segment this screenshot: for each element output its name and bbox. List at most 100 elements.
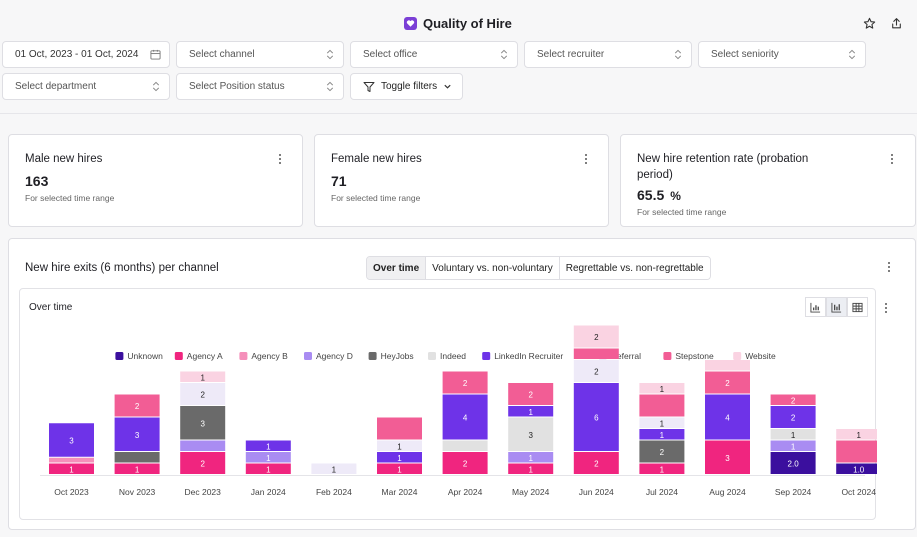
x-tick-label: Aug 2024 — [709, 487, 746, 497]
bar-segment — [508, 406, 554, 417]
bar-segment — [114, 417, 160, 451]
legend-swatch — [304, 352, 312, 360]
chevron-up-down-icon — [326, 81, 334, 92]
legend-swatch — [174, 352, 183, 360]
tab-regrettable[interactable]: Regrettable vs. non-regrettable — [559, 257, 710, 279]
channel-select[interactable]: Select channel — [176, 41, 344, 68]
data-label: 1 — [791, 431, 796, 440]
star-icon[interactable] — [860, 14, 878, 32]
office-select-placeholder: Select office — [363, 49, 418, 60]
chevron-up-down-icon — [674, 49, 682, 60]
page-header: Quality of Hire — [0, 0, 917, 44]
bar-segment — [245, 452, 291, 463]
x-tick-label: Jan 2024 — [251, 487, 286, 497]
data-label: 1 — [660, 431, 665, 440]
x-tick-label: May 2024 — [512, 487, 550, 497]
data-label: 2 — [791, 396, 796, 405]
panel-menu-icon[interactable] — [884, 260, 894, 274]
card-menu-icon[interactable] — [581, 152, 591, 166]
male-new-hires-card: Male new hires 163 For selected time ran… — [8, 134, 303, 227]
bar-segment — [245, 440, 291, 451]
card-menu-icon[interactable] — [887, 152, 897, 166]
legend-label: Website — [745, 351, 776, 361]
chart-card: Over time Unknown Agency A Agency B Agency … — [19, 288, 887, 520]
data-label: 1 — [397, 465, 402, 474]
data-label: 2 — [463, 460, 468, 469]
date-range-picker[interactable]: 01 Oct, 2023 - 01 Oct, 2024 — [2, 41, 170, 68]
bar-segment — [114, 394, 160, 417]
bar-segment — [573, 360, 619, 382]
data-label: 1 — [528, 465, 533, 474]
toggle-filters-label: Toggle filters — [381, 81, 438, 92]
bar-segment — [508, 417, 554, 451]
stacked-bar-icon[interactable] — [826, 297, 847, 317]
bar-segment — [180, 452, 226, 474]
legend-swatch — [482, 352, 491, 360]
bar-segment — [442, 394, 488, 440]
data-label: 1 — [266, 442, 271, 451]
bar-segment — [573, 325, 619, 348]
chart-menu-icon[interactable] — [881, 301, 891, 315]
card-menu-icon[interactable] — [275, 152, 285, 166]
data-label: 2 — [594, 333, 599, 342]
data-label: 2 — [594, 368, 599, 377]
position-status-select[interactable]: Select Position status — [176, 73, 344, 100]
table-view-icon[interactable] — [847, 297, 868, 317]
department-select[interactable]: Select department — [2, 73, 170, 100]
x-tick-label: Nov 2023 — [119, 487, 156, 497]
legend-swatch — [239, 352, 248, 360]
card-title: Male new hires — [25, 153, 103, 165]
recruiter-select[interactable]: Select recruiter — [524, 41, 692, 68]
bar-segment — [377, 417, 422, 440]
bar-segment — [180, 371, 226, 382]
data-label: 1 — [266, 454, 271, 463]
seniority-select[interactable]: Select seniority — [698, 41, 866, 68]
x-tick-label: Mar 2024 — [382, 487, 418, 497]
data-label: 1 — [791, 442, 796, 451]
bar-segment — [770, 394, 816, 405]
data-label: 3 — [69, 437, 74, 446]
bar-segment — [180, 383, 226, 405]
data-label: 2 — [660, 448, 665, 457]
data-label: 1 — [69, 465, 74, 474]
toggle-filters-button[interactable]: Toggle filters — [350, 73, 463, 100]
data-label: 1 — [528, 454, 533, 463]
data-label: 2 — [594, 460, 599, 469]
data-label: 1 — [200, 373, 205, 382]
data-label: 2 — [200, 391, 205, 400]
office-select[interactable]: Select office — [350, 41, 518, 68]
bar-segment — [639, 394, 685, 417]
data-label: 6 — [594, 414, 599, 423]
legend-label: Referral — [611, 351, 641, 361]
legend-swatch — [428, 352, 436, 360]
card-subtitle: For selected time range — [331, 193, 421, 203]
card-value-unit: % — [670, 189, 681, 203]
bar-segment — [770, 440, 816, 451]
bar-segment — [377, 452, 422, 463]
page-title: Quality of Hire — [423, 16, 512, 31]
bar-segment — [836, 429, 877, 440]
legend-label: LinkedIn Recruiter — [494, 351, 563, 361]
bar-segment — [705, 394, 750, 440]
tab-voluntary[interactable]: Voluntary vs. non-voluntary — [426, 257, 560, 279]
bar-segment — [639, 417, 685, 428]
chevron-up-down-icon — [500, 49, 508, 60]
data-label: 1 — [528, 408, 533, 417]
card-subtitle: For selected time range — [25, 193, 115, 203]
share-icon[interactable] — [887, 14, 905, 32]
bar-segment — [836, 463, 877, 474]
data-label: 2 — [725, 379, 730, 388]
bar-segment — [639, 429, 685, 440]
chevron-down-icon — [444, 84, 451, 89]
bar-segment — [705, 371, 750, 394]
stacked-bar-chart: Unknown Agency A Agency B Agency D HeyJobs In… — [40, 325, 877, 497]
bar-segment — [442, 440, 488, 451]
card-value: 65.5% — [637, 187, 681, 203]
card-value: 163 — [25, 173, 48, 189]
tab-over-time[interactable]: Over time — [367, 257, 427, 279]
data-label: 1 — [660, 465, 665, 474]
bar-segment — [639, 383, 685, 394]
retention-rate-card: New hire retention rate (probation perio… — [620, 134, 916, 227]
bar-segment — [508, 463, 554, 474]
bar-chart-icon[interactable] — [805, 297, 826, 317]
